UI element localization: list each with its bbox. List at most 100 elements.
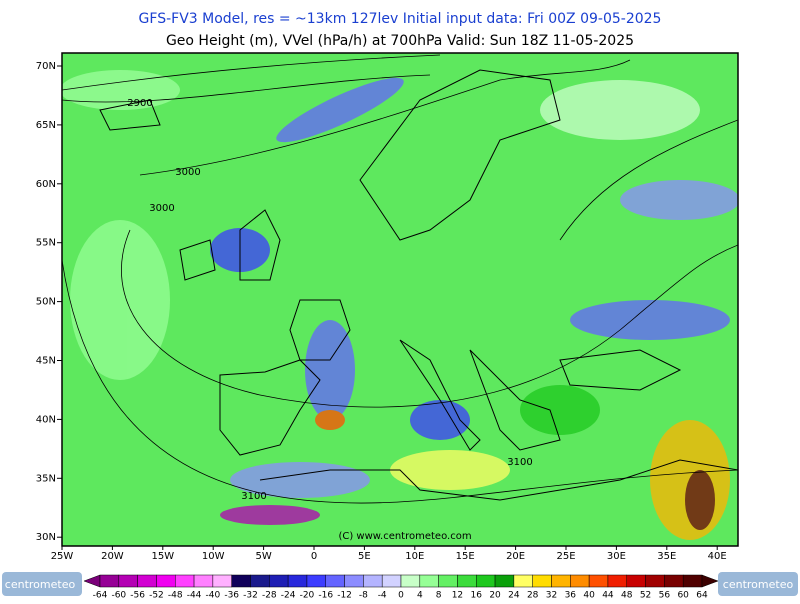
lon-label: 25W: [51, 551, 74, 562]
colorbar-label: -32: [243, 591, 258, 601]
colorbar-box: [400, 574, 421, 588]
lon-label: 10W: [202, 551, 225, 562]
height-contours: [62, 54, 738, 504]
lon-label: 15W: [151, 551, 174, 562]
colorbar-label: -20: [300, 591, 315, 601]
colorbar-label: -16: [318, 591, 333, 601]
axes: 70N 65N 60N 55N 50N 45N 40N 35N 30N 25W 20W 15W 10W 5…: [36, 61, 727, 562]
colorbar-box: [344, 574, 364, 588]
lon-label: 0: [311, 551, 317, 562]
logo-left: centrometeo: [5, 578, 76, 591]
colorbar-label: 32: [546, 591, 557, 601]
lat-label: 65N: [36, 120, 56, 131]
colorbar-label: -4: [378, 591, 387, 601]
lat-label: 70N: [36, 61, 56, 72]
colorbar-box: [457, 574, 477, 588]
colorbar-label: -44: [187, 591, 202, 601]
colorbar-box: [570, 574, 590, 588]
lon-label: 25E: [556, 551, 575, 562]
colorbar-box: [306, 574, 326, 588]
colorbar-box: [513, 574, 533, 588]
colorbar-box: [438, 574, 458, 588]
colorbar-box: [551, 574, 571, 588]
colorbar-box: [99, 574, 120, 588]
colorbar-box: [175, 574, 195, 588]
lat-label: 45N: [36, 356, 56, 367]
colorbar-label: -60: [111, 591, 126, 601]
field-patches: [62, 70, 738, 540]
lon-label: 5E: [358, 551, 371, 562]
lon-label: 40E: [708, 551, 727, 562]
colorbar-label: 64: [696, 591, 708, 601]
colorbar-box: [118, 574, 138, 588]
contour-label: 3000: [149, 203, 174, 214]
colorbar-label: 12: [452, 591, 463, 601]
logo-right: centrometeo: [723, 578, 794, 591]
colorbar-box: [494, 574, 515, 588]
lat-label: 40N: [36, 414, 56, 425]
colorbar-label: 40: [583, 591, 595, 601]
colorbar-label: 28: [527, 591, 539, 601]
colorbar-box: [588, 574, 609, 588]
colorbar-box: [682, 574, 703, 588]
colorbar-box: [250, 574, 270, 588]
colorbar-box: [193, 574, 214, 588]
colorbar-box: [231, 574, 251, 588]
colorbar-label: 56: [659, 591, 671, 601]
lon-label: 20E: [506, 551, 525, 562]
colorbar-label: -48: [168, 591, 183, 601]
colorbar-label: -40: [206, 591, 221, 601]
map-frame: [61, 52, 739, 547]
lon-label: 5W: [255, 551, 271, 562]
map: [62, 53, 738, 546]
colorbar-box: [626, 574, 646, 588]
colorbar-box: [156, 574, 176, 588]
colorbar-label: 48: [621, 591, 633, 601]
colorbar-label: 20: [489, 591, 501, 601]
colorbar: -64 -60 -56 -52 -48 -44 -40 -36 -32 -28 -24 -20 -16-…: [83, 574, 719, 601]
colorbar-label: -36: [224, 591, 239, 601]
colorbar-label: -12: [337, 591, 352, 601]
colorbar-label: -8: [359, 591, 368, 601]
colorbar-label: -28: [262, 591, 277, 601]
colorbar-box: [363, 574, 383, 588]
colorbar-box: [269, 574, 289, 588]
colorbar-arrow: [83, 574, 101, 588]
lon-label: 30E: [607, 551, 626, 562]
lat-label: 30N: [36, 532, 56, 543]
colorbar-label: 44: [602, 591, 614, 601]
colorbar-box: [137, 574, 157, 588]
colorbar-box: [645, 574, 665, 588]
lat-label: 50N: [36, 297, 56, 308]
colorbar-label: -24: [281, 591, 296, 601]
colorbar-label: 0: [398, 591, 404, 601]
lon-label: 15E: [456, 551, 475, 562]
colorbar-label: -52: [149, 591, 164, 601]
colorbar-box: [476, 574, 496, 588]
colorbar-box: [607, 574, 627, 588]
logo-left-box: [2, 572, 82, 596]
contour-label: 3100: [241, 491, 266, 502]
colorbar-label: 60: [677, 591, 689, 601]
colorbar-box: [664, 574, 684, 588]
colorbar-label: 4: [417, 591, 423, 601]
title-line-2: Geo Height (m), VVel (hPa/h) at 700hPa V…: [166, 33, 634, 49]
colorbar-label: 52: [640, 591, 651, 601]
lon-label: 35E: [657, 551, 676, 562]
contour-label: 2900: [127, 98, 152, 109]
colorbar-box: [325, 574, 345, 588]
colorbar-label: -64: [93, 591, 108, 601]
colorbar-label: 16: [471, 591, 483, 601]
coastlines: [99, 69, 738, 501]
colorbar-box: [287, 574, 308, 588]
lat-label: 35N: [36, 473, 56, 484]
title-line-1: GFS-FV3 Model, res = ~13km 127lev Initia…: [139, 11, 662, 27]
colorbar-arrow: [701, 574, 719, 588]
lon-label: 10E: [405, 551, 424, 562]
colorbar-label: 8: [436, 591, 442, 601]
lon-label: 20W: [101, 551, 124, 562]
contour-label: 3100: [507, 457, 532, 468]
logo-right-box: [718, 572, 798, 596]
colorbar-box: [532, 574, 552, 588]
